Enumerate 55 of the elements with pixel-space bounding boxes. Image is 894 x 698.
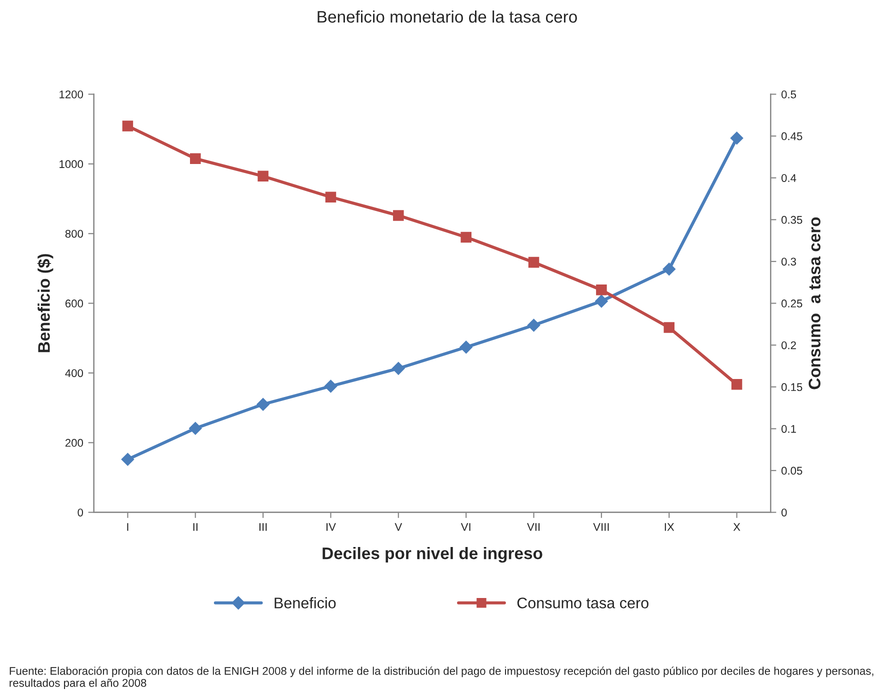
- point: [662, 262, 676, 276]
- point: [528, 256, 540, 268]
- x-tick-label: II: [193, 523, 198, 531]
- y2-tick-label: 0: [781, 508, 787, 516]
- point: [527, 318, 540, 332]
- point: [596, 284, 607, 296]
- point: [256, 398, 270, 411]
- point: [258, 170, 268, 182]
- point: [122, 120, 134, 132]
- x-tick-label: III: [259, 523, 267, 531]
- x-axis-title: Deciles por nivel de ingreso: [322, 546, 542, 563]
- x-tick-label: VI: [460, 523, 470, 531]
- point: [393, 210, 404, 221]
- y2-tick-label: 0.15: [781, 383, 802, 392]
- point: [730, 132, 744, 145]
- y2-axis-title: Consumo a tasa cero: [808, 217, 820, 390]
- point: [460, 232, 472, 243]
- y-tick-label: 0: [78, 508, 84, 516]
- y-axis-title: Beneficio ($): [37, 254, 54, 352]
- point: [392, 362, 405, 375]
- y-tick-label: 200: [65, 438, 84, 447]
- y2-tick-label: 0.1: [781, 424, 796, 433]
- y2-tick-label: 0.4: [781, 174, 796, 182]
- x-tick-label: IV: [326, 523, 336, 531]
- y-tick-label: 800: [65, 230, 84, 238]
- y2-tick-label: 0.2: [781, 341, 796, 350]
- y-tick-label: 1200: [60, 90, 84, 98]
- x-tick-label: X: [733, 523, 740, 531]
- point: [188, 422, 202, 435]
- y2-tick-label: 0.25: [781, 300, 802, 308]
- point: [595, 294, 608, 308]
- x-tick-label: VII: [527, 523, 540, 531]
- y-tick-label: 400: [65, 369, 84, 378]
- x-tick-label: V: [394, 523, 402, 531]
- y2-tick-label: 0.5: [781, 90, 796, 98]
- point: [664, 322, 674, 333]
- point: [324, 380, 338, 393]
- y2-tick-label: 0.05: [781, 466, 802, 475]
- point: [460, 340, 472, 354]
- point: [731, 379, 742, 390]
- source-note: Fuente: Elaboración propia con datos de la ENIGH 2008 y del informe de la distribución del pago de impuestosy recepción del gasto público por deciles de hogares y personas, resultados para el año 2008: [10, 666, 874, 690]
- point: [190, 153, 201, 164]
- y2-tick-label: 0.35: [781, 216, 802, 224]
- y2-tick-label: 0.45: [781, 132, 802, 140]
- point: [121, 452, 134, 466]
- chart-title: Beneficio monetario de la tasa cero: [318, 10, 577, 23]
- y-tick-label: 600: [65, 300, 84, 308]
- x-tick-label: VIII: [593, 523, 609, 531]
- y-tick-label: 1000: [60, 160, 84, 168]
- y2-tick-label: 0.3: [781, 258, 796, 266]
- x-tick-label: IX: [664, 523, 674, 531]
- legend-label: Consumo tasa cero: [517, 598, 648, 608]
- point: [325, 192, 336, 202]
- x-tick-label: I: [127, 523, 128, 531]
- legend-label: Beneficio: [274, 597, 336, 608]
